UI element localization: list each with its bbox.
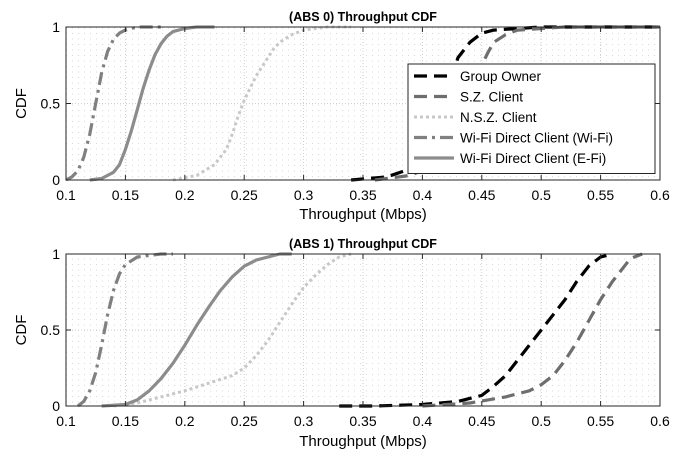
series-line-s-z-client [422,252,643,408]
y-axis-label: CDF [13,315,30,346]
x-axis-label: Throughput (Mbps) [299,433,427,450]
x-tick-label: 0.2 [175,413,195,429]
x-tick-label: 0.1 [56,187,76,203]
x-tick-label: 0.5 [531,413,551,429]
x-tick-label: 0.25 [231,413,258,429]
x-tick-label: 0.2 [175,187,195,203]
legend-box [407,63,656,174]
legend-label: Wi-Fi Direct Client (Wi-Fi) [460,131,613,146]
x-tick-label: 0.5 [531,187,551,203]
y-tick-label: 1 [52,246,60,262]
y-tick-label: 0.5 [41,322,61,338]
legend-label: Group Owner [460,69,542,84]
legend-label: N.S.Z. Client [460,110,537,125]
y-tick-label: 0.5 [41,96,61,112]
x-tick-label: 0.3 [294,413,314,429]
legend: Group Owner S.Z. Client N.S.Z. Client Wi-Fi… [407,63,656,174]
series-line-wi-fi-direct-client-wi-fi [76,252,173,408]
chart-title: (ABS 0) Throughput CDF [289,10,437,24]
y-axis-label: CDF [13,88,30,119]
x-tick-label: 0.15 [112,187,139,203]
series-line-wi-fi-direct-client-e-fi [101,252,292,408]
x-tick-label: 0.35 [349,187,376,203]
legend-label: Wi-Fi Direct Client (E-Fi) [460,151,606,166]
y-tick-label: 1 [52,19,60,35]
series-line-group-owner [339,252,613,408]
x-tick-label: 0.35 [349,413,376,429]
y-tick-label: 0 [52,398,60,414]
chart-bottom: 0.1 0.15 0.2 0.25 0.3 0.35 0.4 0.45 0.5 0.55 0.6 0 0… [13,237,670,450]
x-tick-label: 0.15 [112,413,139,429]
x-tick-label: 0.45 [468,413,495,429]
x-tick-label: 0.6 [650,413,670,429]
series-line-wi-fi-direct-client-wi-fi [65,25,161,182]
x-tick-label: 0.4 [413,413,433,429]
legend-label: S.Z. Client [460,90,523,105]
chart-top: 0.1 0.15 0.2 0.25 0.3 0.35 0.4 0.45 0.5 0.55 0.6 0 0… [13,10,670,223]
x-tick-label: 0.55 [587,187,614,203]
x-tick-label: 0.55 [587,413,614,429]
x-axis-label: Throughput (Mbps) [299,206,427,223]
x-tick-label: 0.4 [413,187,433,203]
x-tick-label: 0.25 [231,187,258,203]
x-tick-label: 0.3 [294,187,314,203]
chart-title: (ABS 1) Throughput CDF [289,237,437,251]
x-tick-label: 0.45 [468,187,495,203]
x-tick-label: 0.6 [650,187,670,203]
y-tick-label: 0 [52,172,60,188]
series-line-wi-fi-direct-client-e-fi [89,25,215,182]
x-tick-label: 0.1 [56,413,76,429]
series-line-n-s-z-client [113,252,352,408]
